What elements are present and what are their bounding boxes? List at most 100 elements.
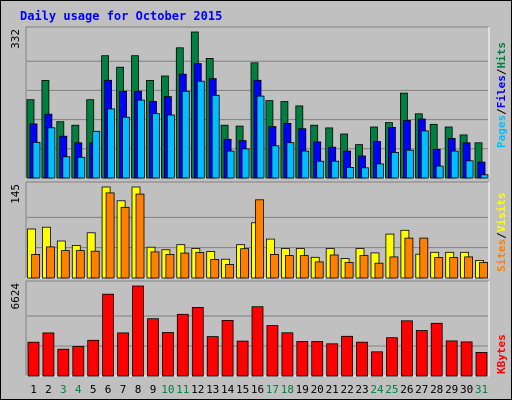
x-tick-label-day-23: 23 <box>355 383 368 396</box>
panel-hits-files-pages <box>25 26 490 179</box>
bar-pages-day-18 <box>286 142 295 179</box>
bar-sites-day-14 <box>225 263 235 279</box>
y-max-label-hits-files-pages: 332 <box>9 29 22 49</box>
side-label-part: Files <box>495 75 508 108</box>
bar-sites-day-12 <box>195 252 205 279</box>
bar-sites-day-7 <box>120 206 130 279</box>
bar-pages-day-27 <box>420 130 429 179</box>
bar-sites-day-18 <box>284 255 294 279</box>
bar-pages-day-11 <box>181 90 190 179</box>
bar-sites-day-15 <box>240 248 250 279</box>
bar-kbytes-day-7 <box>117 332 129 377</box>
bar-sites-day-3 <box>60 250 70 279</box>
x-tick-label-day-3: 3 <box>60 383 67 396</box>
side-label-panel2: Sites/Visits <box>495 193 508 273</box>
bar-kbytes-day-3 <box>57 348 70 377</box>
bar-sites-day-21 <box>329 254 339 279</box>
bar-pages-day-19 <box>301 150 310 179</box>
bar-pages-day-16 <box>256 95 265 179</box>
panel-visits-sites <box>25 181 490 279</box>
bar-pages-day-14 <box>226 150 235 179</box>
bar-kbytes-day-1 <box>27 341 40 377</box>
x-tick-label-day-10: 10 <box>161 383 174 396</box>
bar-sites-day-8 <box>135 193 145 279</box>
bar-kbytes-day-30 <box>460 341 473 377</box>
x-tick-label-day-8: 8 <box>135 383 142 396</box>
x-tick-label-day-15: 15 <box>236 383 249 396</box>
bar-pages-day-2 <box>47 127 56 179</box>
bar-pages-day-12 <box>196 80 205 179</box>
bar-pages-day-10 <box>166 114 175 179</box>
bar-pages-day-28 <box>435 165 444 179</box>
chart-title: Daily usage for October 2015 <box>20 9 222 23</box>
bar-kbytes-day-19 <box>296 341 309 377</box>
bar-kbytes-day-10 <box>161 332 174 377</box>
x-tick-label-day-4: 4 <box>75 383 82 396</box>
side-label-part: / <box>495 232 508 239</box>
bar-kbytes-day-5 <box>87 339 100 377</box>
bar-kbytes-day-9 <box>147 318 159 377</box>
bar-kbytes-day-25 <box>385 337 398 377</box>
x-tick-label-day-19: 19 <box>296 383 309 396</box>
x-tick-label-day-28: 28 <box>430 383 443 396</box>
bar-kbytes-day-4 <box>72 346 85 377</box>
bar-pages-day-29 <box>450 150 459 179</box>
bar-pages-day-24 <box>376 163 384 179</box>
bar-sites-day-30 <box>464 256 474 279</box>
bar-sites-day-26 <box>404 237 414 279</box>
bar-pages-day-26 <box>405 149 414 179</box>
bar-kbytes-day-23 <box>356 341 368 377</box>
bar-kbytes-day-28 <box>430 322 443 377</box>
bar-kbytes-day-29 <box>445 340 458 377</box>
x-axis-labels: 1 2 3 4 5 6 7 8 9 10 11 12 13 14 15 16 17 18 19 20 21 22 23 24 2… <box>30 383 488 396</box>
x-tick-label-day-1: 1 <box>30 383 37 396</box>
side-label-panel1: Pages/Files/Hits <box>495 42 508 148</box>
bar-pages-day-25 <box>390 151 399 179</box>
bar-sites-day-27 <box>419 237 429 279</box>
bar-sites-day-16 <box>255 199 264 279</box>
bar-sites-day-2 <box>46 246 55 279</box>
bar-pages-day-3 <box>62 156 71 179</box>
bar-sites-day-20 <box>314 261 324 279</box>
panel-kbytes <box>25 280 490 377</box>
bar-pages-day-17 <box>271 145 280 179</box>
y-max-label-kbytes: 6624 <box>9 283 22 310</box>
bar-pages-day-6 <box>107 108 115 179</box>
bar-pages-day-5 <box>92 130 101 179</box>
bar-pages-day-23 <box>361 167 369 179</box>
side-label-part: Visits <box>495 193 508 233</box>
bar-pages-day-7 <box>122 116 130 179</box>
bar-kbytes-day-27 <box>415 330 428 377</box>
bar-kbytes-day-8 <box>132 285 144 377</box>
x-tick-label-day-11: 11 <box>176 383 189 396</box>
bar-sites-day-1 <box>31 253 40 279</box>
bar-kbytes-day-13 <box>206 336 219 377</box>
bar-kbytes-day-15 <box>236 340 249 377</box>
bar-sites-day-22 <box>344 262 354 279</box>
bar-kbytes-day-2 <box>42 332 55 377</box>
bar-kbytes-day-24 <box>371 351 383 377</box>
x-tick-label-day-25: 25 <box>385 383 398 396</box>
side-label-part: / <box>495 108 508 115</box>
bar-pages-day-22 <box>346 166 355 179</box>
side-label-part: Pages <box>495 115 508 148</box>
bar-kbytes-day-16 <box>251 306 264 377</box>
x-tick-label-day-2: 2 <box>45 383 52 396</box>
bar-pages-day-9 <box>152 113 160 179</box>
bar-sites-day-4 <box>75 250 85 279</box>
bar-pages-day-30 <box>465 160 474 179</box>
bar-sites-day-13 <box>210 258 220 279</box>
bar-sites-day-19 <box>299 255 309 279</box>
bar-kbytes-day-20 <box>311 341 324 377</box>
bar-kbytes-day-17 <box>266 325 279 377</box>
bar-sites-day-10 <box>165 253 175 279</box>
bar-pages-day-1 <box>32 141 41 179</box>
side-label-part: Hits <box>495 42 508 69</box>
x-tick-label-day-26: 26 <box>400 383 413 396</box>
bar-pages-day-13 <box>211 94 220 179</box>
bar-kbytes-day-12 <box>191 306 204 377</box>
x-tick-label-day-13: 13 <box>206 383 219 396</box>
bar-sites-day-6 <box>105 192 115 279</box>
side-label-part: KBytes <box>495 334 508 374</box>
